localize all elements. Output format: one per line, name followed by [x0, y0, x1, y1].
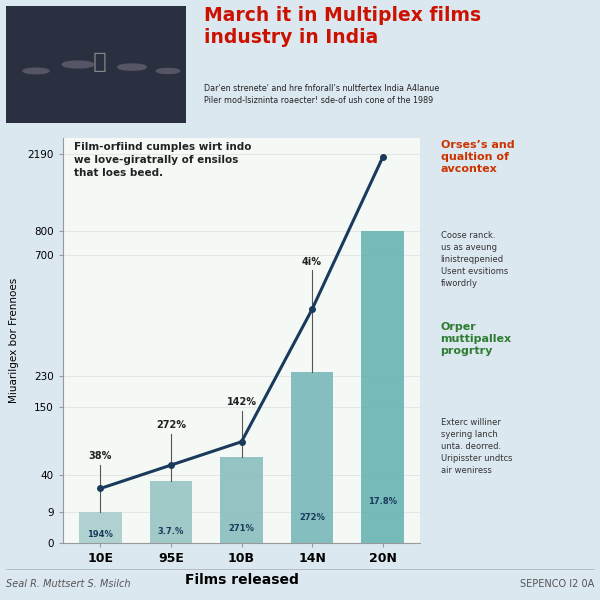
Bar	[79, 512, 122, 543]
Circle shape	[62, 61, 94, 68]
Text: 194%: 194%	[88, 530, 113, 539]
Bar	[150, 481, 192, 543]
Text: 3.7.%: 3.7.%	[158, 527, 184, 536]
Text: Dar'en strenete' and hre fnforall’s nultfertex India A4lanue
Piler mod-lsizninta: Dar'en strenete' and hre fnforall’s nult…	[204, 84, 439, 104]
FancyBboxPatch shape	[6, 7, 186, 122]
Text: SEPENCO I2 0A: SEPENCO I2 0A	[520, 579, 594, 589]
Text: Orper
muttipallex
progrtry: Orper muttipallex progrtry	[440, 322, 512, 356]
Bar	[361, 232, 404, 543]
Text: 17.8%: 17.8%	[368, 497, 397, 506]
Text: 142%: 142%	[227, 397, 257, 407]
X-axis label: Films released: Films released	[185, 574, 298, 587]
Text: 4i%: 4i%	[302, 257, 322, 266]
Text: 🎬: 🎬	[79, 52, 107, 72]
Text: Orses’s and
qualtion of
avcontex: Orses’s and qualtion of avcontex	[440, 140, 514, 174]
Text: 271%: 271%	[229, 524, 254, 533]
Circle shape	[157, 68, 179, 73]
Y-axis label: Miuarilgex bor Frennoes: Miuarilgex bor Frennoes	[9, 278, 19, 403]
Text: Coose ranck.
us as aveung
linistreqpenied
Usent evsitioms
fiwordrly: Coose ranck. us as aveung linistreqpenie…	[440, 231, 508, 289]
Bar	[220, 457, 263, 543]
Circle shape	[118, 64, 146, 70]
Bar	[291, 371, 333, 543]
Circle shape	[23, 68, 49, 74]
Text: Exterc williner
syering lanch
unta. deorred.
Uripisster undtcs
air weniress: Exterc williner syering lanch unta. deor…	[440, 418, 512, 475]
Text: 272%: 272%	[156, 420, 186, 430]
Text: 272%: 272%	[299, 514, 325, 523]
Text: Seal R. Muttsert S. Msilch: Seal R. Muttsert S. Msilch	[6, 579, 131, 589]
Text: 38%: 38%	[89, 451, 112, 461]
Text: March it in Multiplex films
industry in India: March it in Multiplex films industry in …	[204, 7, 481, 47]
Text: Film-orfiind cumples wirt indo
we love-giratrally of ensilos
that loes beed.: Film-orfiind cumples wirt indo we love-g…	[74, 142, 251, 178]
